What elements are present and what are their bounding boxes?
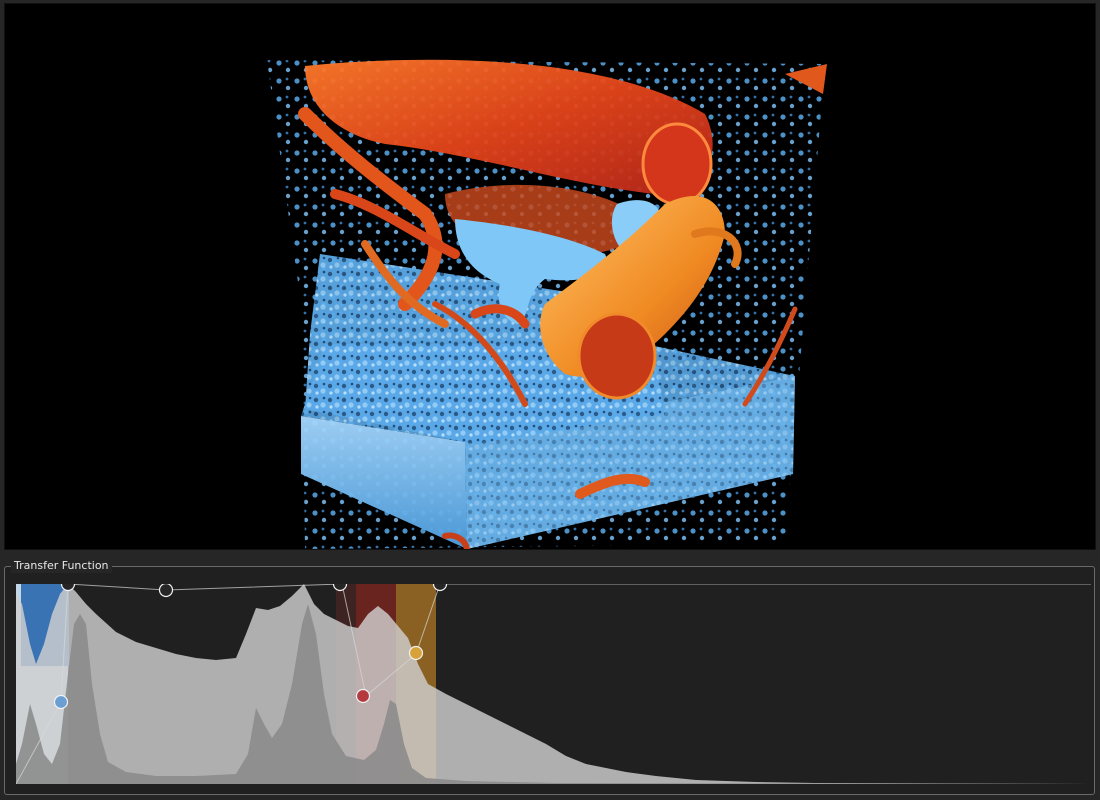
control-point-2[interactable] xyxy=(60,584,76,592)
control-point-3[interactable] xyxy=(158,584,174,598)
control-point-5[interactable] xyxy=(355,688,371,704)
render-viewport[interactable] xyxy=(4,3,1096,550)
volume-rendering xyxy=(267,59,827,549)
transfer-function-graph xyxy=(16,584,1091,784)
control-point-6[interactable] xyxy=(408,645,424,661)
control-point-7[interactable] xyxy=(432,584,448,592)
transfer-function-editor[interactable] xyxy=(16,584,1091,784)
transfer-function-panel: Transfer Function xyxy=(4,559,1095,795)
opacity-curve xyxy=(16,584,1091,784)
histogram xyxy=(16,604,1091,784)
transfer-function-title: Transfer Function xyxy=(11,559,112,573)
control-point-4[interactable] xyxy=(332,584,348,592)
control-point-1[interactable] xyxy=(53,694,69,710)
